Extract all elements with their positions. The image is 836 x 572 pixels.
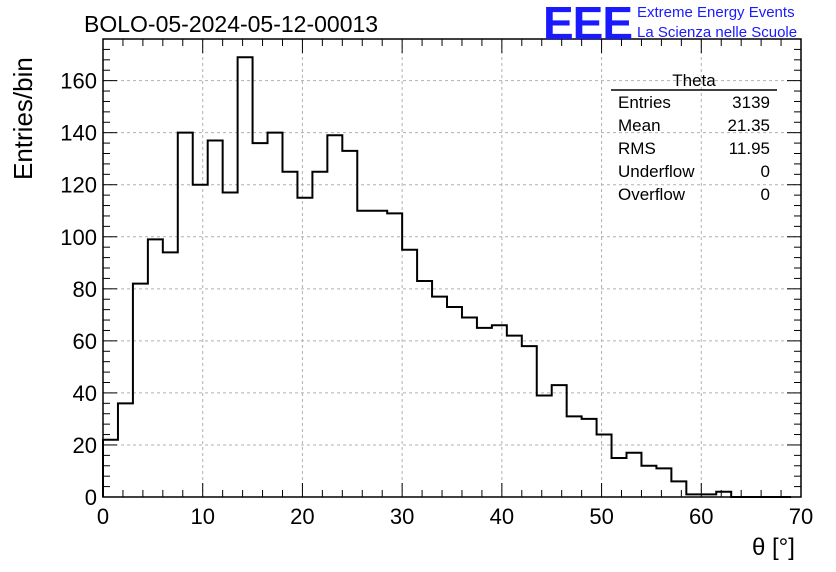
y-tick-label: 0 [85,485,97,510]
x-axis-label: θ [°] [752,534,795,561]
chart-title: BOLO-05-2024-05-12-00013 [84,11,379,37]
logo-line-2: La Scienza nelle Scuole [637,24,798,41]
y-tick-label: 160 [60,69,97,94]
stats-box-title: Theta [672,71,716,90]
y-tick-label: 140 [60,121,97,146]
stats-key: RMS [618,139,656,158]
y-axis-label: Entries/bin [8,57,38,180]
stats-value: 21.35 [727,116,770,135]
x-tick-label: 10 [190,504,214,529]
histogram-line [102,56,792,498]
x-tick-label: 50 [589,504,613,529]
x-tick-label: 40 [490,504,514,529]
y-tick-label: 60 [73,329,97,354]
logo-line-1: Extreme Energy Events [637,4,795,21]
stats-value: 0 [760,162,770,181]
y-tick-label: 80 [73,277,97,302]
plot-frame [102,38,802,498]
x-tick-label: 20 [290,504,314,529]
x-tick-label: 60 [689,504,713,529]
y-tick-label: 20 [73,433,97,458]
stats-key: Overflow [618,185,686,204]
y-tick-label: 40 [73,381,97,406]
stats-key: Entries [618,93,671,112]
y-tick-label: 120 [60,173,97,198]
x-tick-label: 0 [97,504,109,529]
x-tick-label: 70 [789,504,813,529]
stats-value: 11.95 [728,139,770,158]
y-tick-label: 100 [60,225,97,250]
stats-value: 3139 [732,93,770,112]
x-tick-label: 30 [390,504,414,529]
stats-key: Mean [618,116,661,135]
stats-value: 0 [760,185,770,204]
eee-logo: EEE [543,0,633,49]
stats-key: Underflow [618,162,695,181]
